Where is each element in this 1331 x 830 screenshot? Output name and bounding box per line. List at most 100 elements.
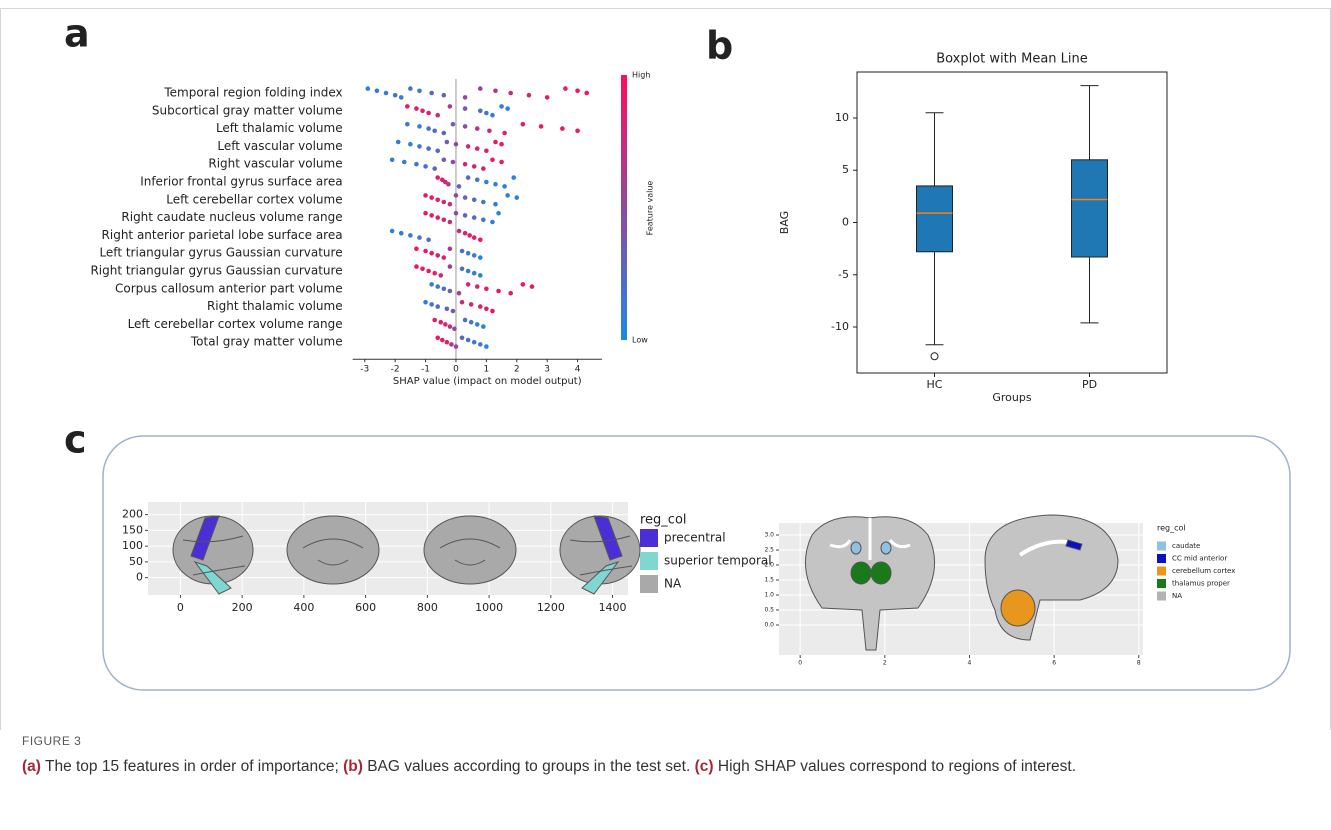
legend-label: thalamus proper <box>1172 580 1230 588</box>
shap-dot <box>432 318 437 323</box>
brain-medial <box>287 516 379 584</box>
shap-dot <box>472 198 477 203</box>
shap-dot <box>435 149 440 154</box>
figure-label: FIGURE 3 <box>22 734 1222 748</box>
x-tick-label: 600 <box>355 601 376 614</box>
feature-label: Right vascular volume <box>208 157 342 171</box>
shap-dot <box>445 140 450 145</box>
feature-label: Corpus callosum anterior part volume <box>115 281 343 295</box>
y-tick-label: 200 <box>122 508 143 521</box>
shap-dot <box>475 322 480 327</box>
shap-dot <box>454 344 459 349</box>
shap-dot <box>457 229 462 234</box>
box <box>917 186 953 252</box>
shap-dot <box>472 235 477 240</box>
shap-dot <box>481 324 486 329</box>
shap-dot <box>449 342 454 347</box>
x-axis-label: SHAP value (impact on model output) <box>393 376 582 387</box>
legend-label: NA <box>664 577 682 591</box>
shap-dot <box>521 122 526 127</box>
shap-dot <box>448 202 453 207</box>
shap-dot <box>475 284 480 289</box>
y-tick-label: 2.0 <box>764 562 774 569</box>
legend-swatch <box>640 529 658 547</box>
shap-dot <box>460 267 465 272</box>
shap-dot <box>408 86 413 91</box>
legend-label: CC mid anterior <box>1172 555 1227 563</box>
legend-swatch <box>1157 554 1166 563</box>
shap-dot <box>487 129 492 134</box>
feature-label: Temporal region folding index <box>163 86 342 100</box>
shap-dot <box>463 106 468 111</box>
x-tick-label: 1000 <box>475 601 503 614</box>
region-caudate <box>851 542 861 554</box>
y-tick-label: -5 <box>838 268 849 281</box>
x-tick-label: 6 <box>1052 660 1056 667</box>
shap-dot <box>472 253 477 258</box>
shap-dot <box>414 162 419 167</box>
legend-label: superior temporal <box>664 554 772 568</box>
feature-label: Left vascular volume <box>217 139 342 153</box>
feature-label: Inferior frontal gyrus surface area <box>140 175 342 189</box>
x-axis-label: Groups <box>992 391 1031 404</box>
shap-dot <box>475 178 480 183</box>
shap-dot <box>490 309 495 314</box>
shap-dot <box>460 249 465 254</box>
shap-dot <box>463 95 468 100</box>
feature-label: Right thalamic volume <box>207 299 343 313</box>
shap-dot <box>457 291 462 296</box>
shap-dot <box>466 175 471 180</box>
shap-dot <box>451 160 456 165</box>
shap-dot <box>454 193 459 198</box>
shap-dot <box>466 251 471 256</box>
feature-label: Total gray matter volume <box>190 335 343 349</box>
shap-dot <box>402 160 407 165</box>
shap-dot <box>478 342 483 347</box>
shap-dot <box>484 180 489 185</box>
y-tick-label: 0.5 <box>764 607 774 614</box>
x-tick-label: 3 <box>544 365 550 375</box>
shap-dot <box>435 215 440 220</box>
feature-label: Left thalamic volume <box>216 121 343 135</box>
x-tick-label: 4 <box>575 365 581 375</box>
colorbar-label: Feature value <box>646 181 655 236</box>
shap-dot <box>481 200 486 205</box>
shap-dot <box>502 131 507 136</box>
shap-dot <box>584 91 589 96</box>
shap-dot <box>466 338 471 343</box>
shap-dot <box>530 284 535 289</box>
shap-dot <box>451 122 456 127</box>
shap-dot <box>423 300 428 305</box>
shap-dot <box>442 93 447 98</box>
caption-part: High SHAP values correspond to regions o… <box>714 758 1076 775</box>
shap-dot <box>423 164 428 169</box>
panel-label: c <box>64 418 87 462</box>
shap-dot <box>426 146 431 151</box>
x-tick-label: 1200 <box>537 601 565 614</box>
shap-dot <box>463 318 468 323</box>
shap-dot <box>435 113 440 118</box>
x-tick-label: -2 <box>391 365 400 375</box>
shap-dot <box>426 111 431 116</box>
legend-swatch <box>1157 567 1166 576</box>
y-tick-label: -10 <box>831 320 849 333</box>
shap-dot <box>435 284 440 289</box>
shap-dot <box>445 340 450 345</box>
shap-dot <box>493 182 498 187</box>
shap-dot <box>481 166 486 171</box>
x-tick-label: 2 <box>883 660 887 667</box>
legend-swatch <box>1157 592 1166 601</box>
plot-frame <box>857 72 1167 373</box>
shap-dot <box>457 184 462 189</box>
shap-dot <box>414 247 419 252</box>
shap-dot <box>420 109 425 114</box>
shap-dot <box>502 184 507 189</box>
shap-dot <box>423 193 428 198</box>
legend-label: caudate <box>1172 542 1200 550</box>
shap-dot <box>478 273 483 278</box>
panel-label: a <box>64 12 90 56</box>
x-tick-label: 0 <box>453 365 459 375</box>
shap-dot <box>466 269 471 274</box>
x-tick-label: 2 <box>514 365 520 375</box>
